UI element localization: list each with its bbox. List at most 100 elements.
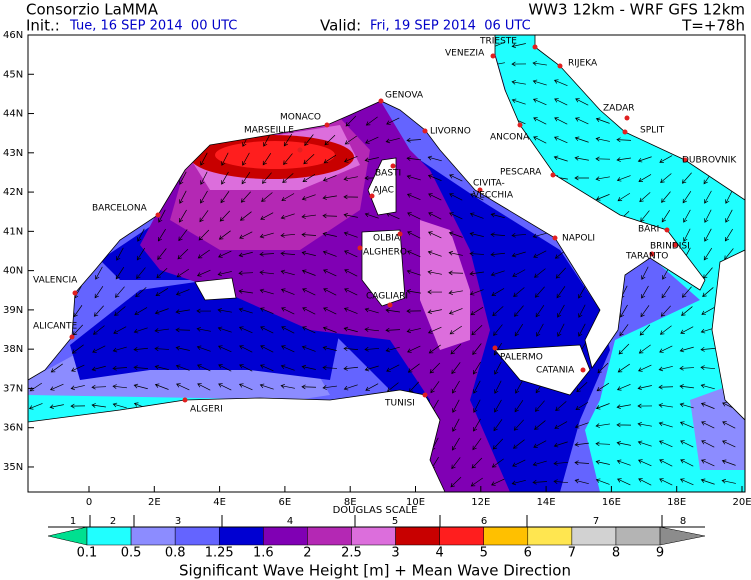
wave-arrow: [532, 479, 548, 485]
city-dot: [357, 245, 363, 251]
wave-arrow: [343, 366, 358, 371]
wave-arrow: [322, 213, 338, 219]
city-label: BARCELONA: [92, 204, 148, 214]
city-label: CIVITA-: [473, 179, 505, 189]
wave-arrow: [406, 156, 421, 161]
wave-arrow: [322, 365, 338, 371]
wave-arrow: [154, 308, 169, 315]
wave-arrow: [514, 400, 524, 413]
wave-arrow: [322, 385, 337, 390]
wave-arrow: [448, 308, 463, 315]
douglas-label: 6: [481, 516, 487, 527]
wave-arrow: [218, 230, 231, 240]
wave-arrow: [49, 383, 64, 391]
wave-arrow: [133, 365, 149, 371]
wave-arrow: [533, 117, 547, 125]
wave-arrow: [196, 345, 211, 352]
city-label: VECCHIA: [473, 191, 514, 201]
wave-arrow: [703, 247, 713, 261]
threshold-label: 9: [656, 546, 664, 561]
wave-arrow: [343, 326, 358, 333]
wave-arrow: [701, 421, 715, 429]
wave-arrow: [261, 192, 273, 202]
wave-arrow: [659, 478, 673, 486]
city-label: ALGHERO: [363, 248, 407, 258]
wave-arrow: [177, 248, 189, 260]
city-dot: [532, 44, 538, 50]
wave-arrow: [638, 364, 652, 372]
wave-arrow: [661, 209, 671, 223]
threshold-label: 1.6: [253, 546, 274, 561]
lon-label: 8E: [344, 497, 357, 508]
lon-label: 0: [86, 497, 92, 508]
lon-label: 14E: [537, 497, 556, 508]
lon-label: 18E: [667, 497, 686, 508]
wave-arrow: [428, 231, 442, 239]
wave-arrow: [490, 270, 505, 277]
wave-arrow: [617, 363, 630, 373]
wave-arrow: [451, 362, 461, 375]
wave-arrow: [91, 365, 106, 372]
color-swatch: [47, 526, 88, 546]
wave-arrow: [133, 347, 148, 352]
init-value: Tue, 16 SEP 2014 00 UTC: [69, 19, 237, 34]
wave-arrow: [343, 307, 358, 314]
wave-arrow: [221, 152, 229, 166]
wave-arrow: [637, 156, 652, 163]
wave-arrow: [343, 155, 358, 163]
wave-arrow: [700, 402, 715, 409]
wave-arrow: [470, 477, 483, 487]
wave-arrow: [532, 232, 547, 239]
wave-arrow: [302, 288, 316, 296]
wave-arrow: [533, 268, 546, 278]
wave-arrow: [702, 287, 714, 298]
wave-arrow: [700, 365, 715, 370]
wave-arrow: [575, 98, 589, 106]
wave-arrow: [407, 212, 421, 220]
wave-arrow: [427, 309, 442, 315]
wave-arrow: [50, 363, 63, 373]
wave-arrow: [385, 308, 400, 313]
wave-arrow: [218, 383, 232, 391]
threshold-label: 1.25: [205, 546, 234, 561]
city-dot: [324, 122, 330, 128]
wave-arrow: [533, 250, 547, 258]
color-swatch: [307, 526, 352, 546]
wave-arrow: [721, 459, 736, 466]
city-dot: [72, 290, 78, 296]
color-swatch: [527, 526, 573, 546]
city-dot: [649, 251, 655, 257]
wave-arrow: [303, 154, 315, 165]
wave-arrow: [385, 346, 400, 353]
wave-arrow: [660, 173, 672, 183]
wave-arrow: [343, 212, 358, 218]
city-dot: [682, 157, 688, 163]
wave-arrow: [322, 231, 337, 237]
wave-arrow: [323, 269, 337, 277]
wave-arrow: [322, 175, 337, 182]
wave-arrow: [511, 61, 527, 67]
wave-arrow: [49, 404, 64, 410]
lon-label: 4E: [213, 497, 226, 508]
wave-arrow: [179, 209, 187, 223]
land: [361, 229, 406, 307]
wave-arrow: [595, 176, 610, 181]
wave-arrow: [512, 459, 526, 467]
wave-arrow: [532, 79, 547, 86]
douglas-label: 7: [593, 516, 599, 527]
city-dot: [369, 193, 375, 199]
city-label: CATANIA: [536, 366, 575, 376]
wave-arrow: [259, 232, 274, 239]
wave-arrow: [301, 345, 316, 352]
wave-arrow: [322, 250, 337, 257]
wave-arrow: [280, 233, 295, 238]
wave-arrow: [683, 228, 691, 242]
wave-arrow: [428, 344, 441, 354]
wave-arrow: [450, 476, 462, 488]
city-dot: [672, 242, 678, 248]
wave-arrow: [637, 459, 652, 467]
threshold-label: 6: [524, 546, 532, 561]
wave-arrow: [679, 346, 694, 353]
wave-arrow: [680, 326, 694, 334]
city-dot: [69, 334, 75, 340]
